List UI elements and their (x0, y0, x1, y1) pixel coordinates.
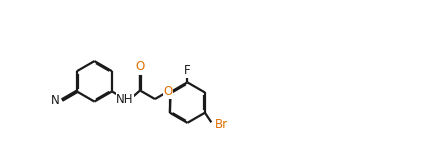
Text: O: O (135, 60, 145, 73)
Text: N: N (51, 94, 59, 107)
Text: F: F (184, 64, 191, 77)
Text: NH: NH (116, 93, 134, 105)
Text: Br: Br (214, 118, 228, 131)
Text: O: O (164, 85, 173, 98)
